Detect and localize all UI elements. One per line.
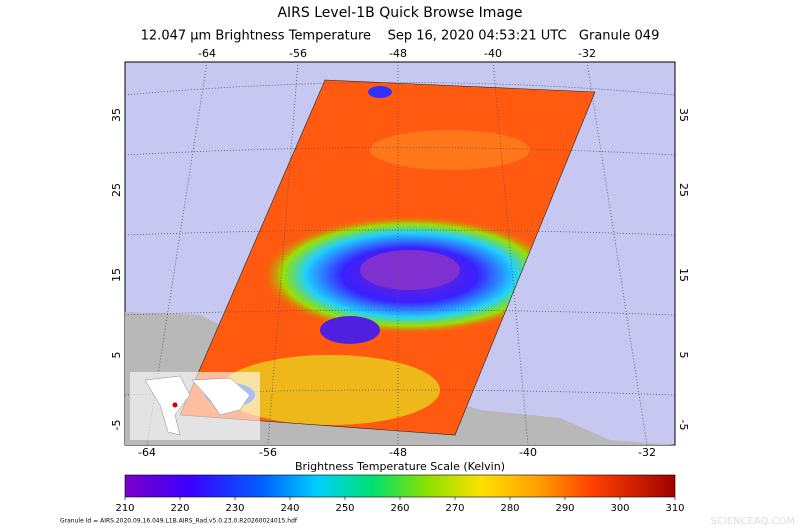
lat-label: 5: [677, 352, 690, 359]
colorbar-title: Brightness Temperature Scale (Kelvin): [295, 460, 505, 473]
colorbar-tick-label: 250: [335, 503, 354, 514]
subtitle: 12.047 μm Brightness Temperature Sep 16,…: [141, 29, 660, 44]
lat-label: 35: [677, 108, 690, 122]
lon-label: -64: [138, 446, 156, 459]
title: AIRS Level-1B Quick Browse Image: [277, 5, 522, 21]
lat-label: 25: [677, 183, 690, 197]
colorbar-tick-label: 300: [610, 503, 629, 514]
colorbar-tick-label: 290: [555, 503, 574, 514]
lat-label: 35: [110, 108, 123, 122]
graticule: [124, 61, 676, 446]
colorbar-tick-label: 220: [170, 503, 189, 514]
colorbar: [124, 474, 676, 498]
lat-label: 25: [110, 183, 123, 197]
lon-label: -56: [289, 47, 307, 60]
colorbar-tick-label: 270: [445, 503, 464, 514]
lon-label: -56: [259, 446, 277, 459]
inset-map: [130, 372, 260, 440]
lon-label: -40: [484, 47, 502, 60]
colorbar-tick-label: 310: [665, 503, 684, 514]
lon-label: -64: [198, 47, 216, 60]
colorbar-tick-label: 210: [115, 503, 134, 514]
lon-label: -32: [638, 446, 656, 459]
colorbar-tick-label: 260: [390, 503, 409, 514]
colorbar-tick-label: 230: [225, 503, 244, 514]
lat-label: -5: [677, 420, 690, 431]
lon-label: -32: [578, 47, 596, 60]
lat-label: 15: [677, 268, 690, 282]
lat-label: 5: [110, 352, 123, 359]
lat-label: 15: [110, 268, 123, 282]
colorbar-tick-label: 240: [280, 503, 299, 514]
colorbar-tick-label: 280: [500, 503, 519, 514]
lat-label: -5: [110, 420, 123, 431]
lon-label: -40: [519, 446, 537, 459]
lon-label: -48: [389, 47, 407, 60]
swath-outline: [179, 79, 596, 436]
granule-id: Granule Id = AIRS.2020.09.16.049.L1B.AIR…: [60, 518, 298, 525]
lon-label: -48: [389, 446, 407, 459]
watermark: SCIENCEAQ.COM: [710, 516, 795, 527]
